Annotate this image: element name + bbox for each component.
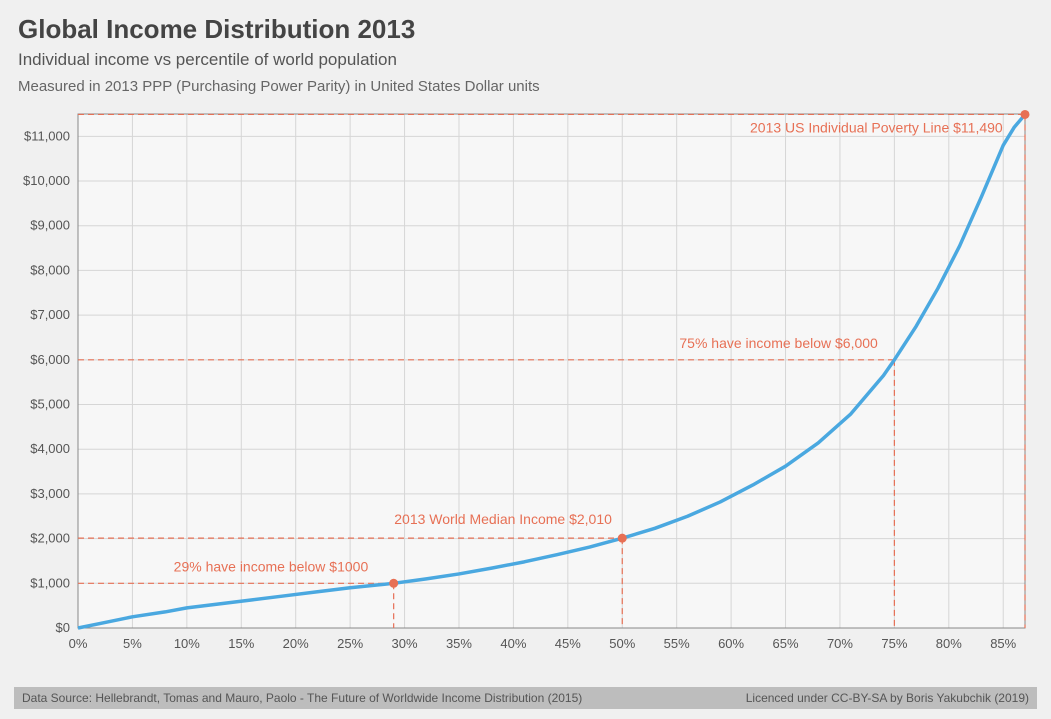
x-tick-label: 75% xyxy=(881,636,907,651)
annotation-label-us-poverty: 2013 US Individual Poverty Line $11,490 xyxy=(750,119,1003,135)
chart-area: $0 $1,000 $2,000 $3,000 $4,000 $5,000 $6,000 $7… xyxy=(18,108,1033,678)
x-tick-label: 0% xyxy=(69,636,88,651)
annotation-dot-us-poverty xyxy=(1021,110,1030,119)
x-tick-label: 70% xyxy=(827,636,853,651)
annotation-label-below-6000: 75% have income below $6,000 xyxy=(679,335,878,351)
x-tick-label: 30% xyxy=(392,636,418,651)
x-tick-label: 45% xyxy=(555,636,581,651)
x-tick-label: 15% xyxy=(228,636,254,651)
y-tick-label: $2,000 xyxy=(30,531,70,546)
annotation-label-median: 2013 World Median Income $2,010 xyxy=(394,511,612,527)
annotation-label-below-1000: 29% have income below $1000 xyxy=(174,558,369,574)
x-tick-label: 50% xyxy=(609,636,635,651)
y-tick-label: $10,000 xyxy=(23,173,70,188)
y-tick-label: $1,000 xyxy=(30,575,70,590)
x-tick-label: 5% xyxy=(123,636,142,651)
y-tick-label: $11,000 xyxy=(24,128,70,143)
annotation-dot-median xyxy=(618,534,627,543)
y-tick-label: $3,000 xyxy=(30,486,70,501)
chart-subtitle-2: Measured in 2013 PPP (Purchasing Power P… xyxy=(18,78,540,95)
x-tick-label: 60% xyxy=(718,636,744,651)
x-tick-label: 80% xyxy=(936,636,962,651)
y-tick-label: $9,000 xyxy=(30,218,70,233)
x-tick-label: 65% xyxy=(773,636,799,651)
y-tick-label: $6,000 xyxy=(30,352,70,367)
footer-license: Licenced under CC-BY-SA by Boris Yakubch… xyxy=(746,691,1029,705)
footer-bar: Data Source: Hellebrandt, Tomas and Maur… xyxy=(14,687,1037,709)
y-tick-label: $4,000 xyxy=(30,441,70,456)
annotation-dot-below-1000 xyxy=(389,579,398,588)
y-tick-label: $8,000 xyxy=(30,262,70,277)
x-tick-label: 40% xyxy=(500,636,526,651)
chart-title: Global Income Distribution 2013 xyxy=(18,14,415,45)
x-tick-label: 10% xyxy=(174,636,200,651)
y-tick-label: $0 xyxy=(56,620,70,635)
chart-svg: $0 $1,000 $2,000 $3,000 $4,000 $5,000 $6,000 $7… xyxy=(18,108,1033,678)
y-tick-label: $5,000 xyxy=(30,397,70,412)
y-tick-label: $7,000 xyxy=(30,307,70,322)
x-tick-label: 85% xyxy=(990,636,1016,651)
x-tick-label: 20% xyxy=(283,636,309,651)
x-tick-label: 35% xyxy=(446,636,472,651)
footer-source: Data Source: Hellebrandt, Tomas and Maur… xyxy=(22,691,582,705)
plot-background xyxy=(78,114,1025,628)
x-tick-label: 55% xyxy=(664,636,690,651)
chart-subtitle: Individual income vs percentile of world… xyxy=(18,50,397,70)
x-tick-label: 25% xyxy=(337,636,363,651)
